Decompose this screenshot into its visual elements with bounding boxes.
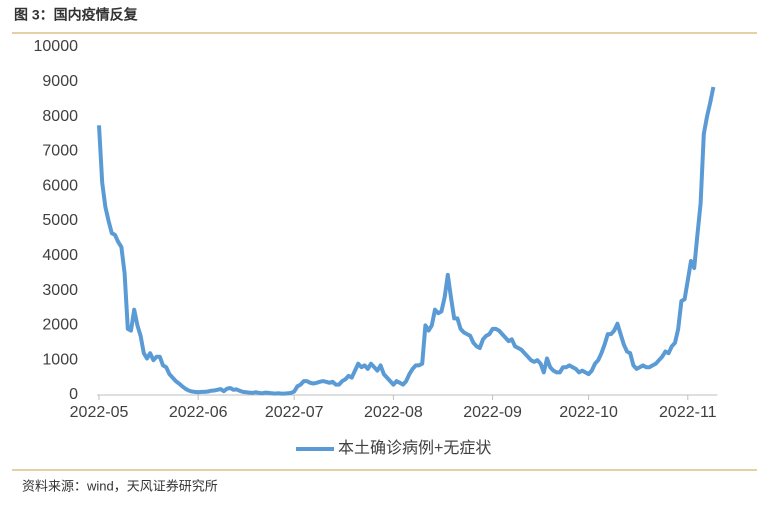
y-tick-label: 9000 [42,73,78,90]
y-tick-label: 0 [69,386,78,403]
y-tick-label: 1000 [42,351,78,368]
x-tick-label: 2022-10 [559,404,618,421]
x-tick-label: 2022-11 [659,404,717,421]
x-tick-label: 2022-07 [265,404,324,421]
legend-label: 本土确诊病例+无症状 [338,439,491,457]
y-tick-label: 4000 [42,247,78,264]
x-tick-label: 2022-06 [169,404,228,421]
y-tick-label: 2000 [42,317,78,334]
y-tick-label: 6000 [42,177,78,194]
x-tick-label: 2022-05 [70,404,129,421]
x-tick-label: 2022-08 [364,404,423,421]
y-tick-label: 3000 [42,282,78,299]
y-tick-label: 8000 [42,108,78,125]
x-tick-label: 2022-09 [463,404,522,421]
y-tick-label: 7000 [42,143,78,160]
source: 资料来源：wind，天风证券研究所 [22,478,218,493]
series-line [97,86,716,396]
y-tick-label: 5000 [42,212,78,229]
chart-title: 图 3：国内疫情反复 [14,7,139,23]
y-tick-label: 10000 [34,38,79,55]
